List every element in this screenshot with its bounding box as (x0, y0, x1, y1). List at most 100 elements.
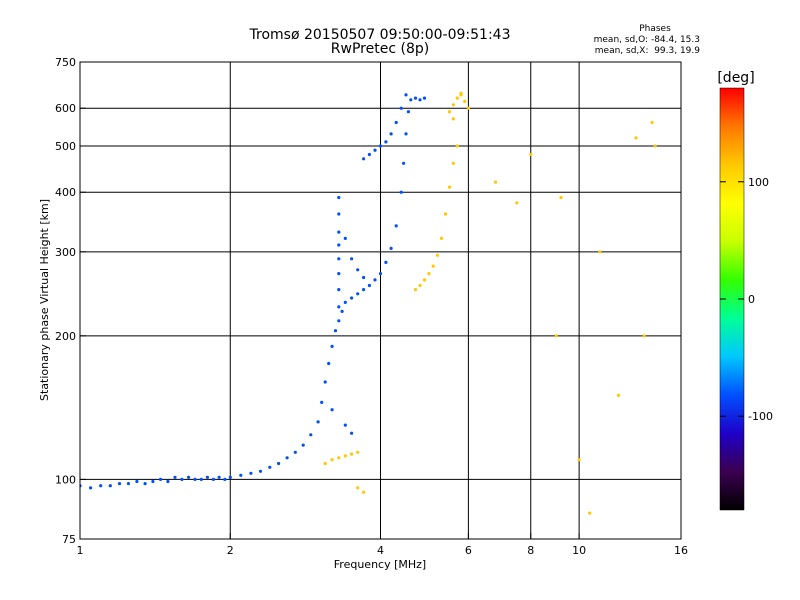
data-point (343, 423, 347, 427)
data-point (126, 482, 130, 486)
data-point (529, 152, 533, 157)
data-point (211, 477, 215, 481)
data-point (158, 477, 163, 481)
x-tick-label: 6 (465, 544, 472, 557)
data-point (337, 257, 341, 261)
data-point (394, 224, 398, 228)
data-point (451, 161, 455, 165)
data-point (320, 400, 324, 404)
data-point (413, 288, 418, 292)
data-point (451, 103, 455, 107)
y-tick-label: 600 (55, 102, 76, 115)
colorbar-tick-label: -100 (748, 410, 773, 423)
data-point (330, 458, 334, 462)
y-axis-label: Stationary phase Virtual Height [km] (38, 199, 51, 401)
data-point (337, 212, 341, 216)
data-point (199, 477, 203, 481)
y-tick-label: 200 (55, 330, 76, 343)
data-point (350, 452, 354, 456)
data-point (337, 288, 341, 292)
data-point (493, 180, 498, 184)
data-point (389, 132, 393, 136)
data-point (166, 479, 170, 484)
data-point (406, 110, 410, 114)
data-point (598, 250, 602, 254)
colorbar-tick-label: 100 (748, 176, 769, 189)
x-tick-label: 2 (227, 544, 234, 557)
data-point (367, 152, 371, 157)
y-tick-label: 75 (62, 533, 76, 546)
data-point (634, 136, 638, 140)
y-tick-label: 500 (55, 140, 76, 153)
x-tick-label: 10 (572, 544, 586, 557)
x-tick-label: 16 (674, 544, 688, 557)
data-point (293, 450, 297, 454)
data-point (362, 157, 366, 161)
data-point (217, 475, 221, 479)
data-point (309, 433, 313, 437)
data-point (333, 329, 338, 333)
data-point (343, 236, 347, 240)
data-point (343, 300, 347, 304)
data-point (89, 486, 93, 490)
data-point (258, 469, 263, 473)
data-point (402, 161, 406, 165)
data-point (223, 477, 227, 481)
data-point (455, 144, 459, 148)
stats-line-x: mean, sd,X: 99.3, 19.9 (595, 46, 701, 56)
data-point (409, 98, 413, 102)
data-point (515, 201, 519, 205)
data-point (418, 283, 422, 288)
data-point (577, 458, 581, 462)
data-point (337, 272, 341, 276)
y-tick-label: 300 (55, 246, 76, 259)
chart-title: Tromsø 20150507 09:50:00-09:51:43 (249, 27, 511, 43)
data-point (439, 236, 444, 240)
data-point (316, 420, 320, 424)
data-point (135, 479, 139, 484)
data-point (422, 278, 427, 282)
data-point (323, 380, 327, 384)
y-tick-label: 400 (55, 186, 76, 199)
data-point (173, 475, 177, 479)
data-point (323, 461, 327, 466)
data-points (80, 91, 657, 515)
data-point (343, 454, 347, 458)
data-point (337, 243, 341, 247)
y-tick-label: 100 (55, 473, 76, 486)
data-point (151, 479, 155, 484)
data-point (389, 246, 393, 250)
x-axis-ticks: 1 2 4 6 8 10 16 (77, 533, 688, 557)
data-point (650, 120, 654, 125)
data-point (356, 292, 360, 296)
data-point (350, 257, 354, 261)
y-axis-ticks: 75 100 200 300 400 500 600 750 (55, 56, 86, 546)
x-gridlines (229, 62, 580, 539)
x-tick-label: 4 (377, 544, 384, 557)
chart-subtitle: RwPretec (8p) (331, 41, 429, 57)
data-point (117, 482, 122, 486)
data-point (373, 148, 377, 152)
colorbar-label: [deg] (717, 70, 754, 86)
data-point (653, 144, 657, 148)
data-point (373, 278, 377, 282)
data-point (413, 96, 418, 100)
stats-heading: Phases (639, 24, 671, 34)
data-point (143, 482, 147, 486)
data-point (431, 264, 435, 268)
data-point (108, 484, 112, 488)
data-point (418, 98, 422, 102)
data-point (337, 230, 341, 234)
data-point (285, 456, 289, 460)
data-point (340, 309, 344, 313)
data-point (350, 431, 354, 435)
data-point (427, 272, 431, 276)
colorbar-ticks: 100 0 -100 (720, 176, 773, 423)
data-point (356, 450, 360, 454)
data-point (362, 288, 366, 292)
data-point (451, 117, 455, 121)
data-point (337, 195, 341, 200)
data-point (444, 212, 448, 216)
colorbar-tick-label: 0 (748, 293, 755, 306)
y-gridlines (80, 107, 681, 480)
